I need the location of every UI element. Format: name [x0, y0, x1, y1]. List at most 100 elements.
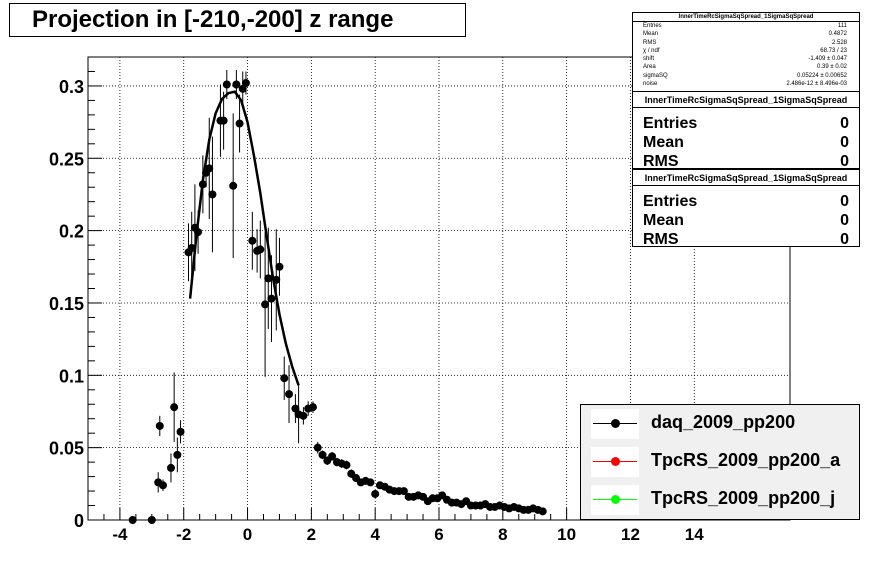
- x-tick-label: -4: [112, 525, 128, 544]
- data-point: [318, 450, 327, 459]
- data-point: [264, 274, 273, 283]
- stats-label: Entries: [643, 193, 698, 210]
- stats-box-title: InnerTimeRcSigmaSqSpread_1SigmaSqSpread: [633, 92, 859, 108]
- legend-marker-icon: [591, 447, 639, 477]
- legend-entry: TpcRS_2009_pp200_a: [589, 447, 859, 477]
- legend-label: TpcRS_2009_pp200_a: [651, 450, 841, 470]
- data-point: [155, 421, 164, 430]
- x-tick-label: 8: [498, 525, 507, 544]
- stats-row: noise 2.486e-12 ± 8.496e-03: [633, 80, 859, 88]
- stats-label: Mean: [643, 212, 684, 229]
- data-point: [235, 119, 244, 128]
- data-point: [219, 116, 228, 125]
- stats-row: χ / ndf 68.73 / 23: [633, 47, 859, 55]
- data-point: [176, 427, 185, 436]
- stats-label: sigmaSQ: [643, 72, 668, 79]
- data-point: [371, 489, 380, 498]
- data-point: [399, 487, 408, 496]
- data-point: [267, 294, 276, 303]
- legend-entry: TpcRS_2009_pp200_j: [589, 485, 859, 515]
- stats-value: 0.39 ± 0.02: [817, 64, 847, 71]
- stats-label: RMS: [643, 231, 679, 248]
- data-point: [248, 236, 257, 245]
- stats-box-a: InnerTimeRcSigmaSqSpread_1SigmaSqSpread …: [632, 91, 860, 171]
- y-tick-label: 0: [74, 511, 84, 531]
- y-tick-label: 0.05: [49, 439, 84, 459]
- stats-value: 0: [840, 153, 849, 170]
- stats-label: RMS: [643, 39, 657, 46]
- stats-row: sigmaSQ 0.05224 ± 0.00652: [633, 72, 859, 80]
- data-point: [366, 478, 375, 487]
- stats-value: 111: [837, 23, 847, 29]
- legend-marker-icon: [591, 409, 639, 439]
- stats-value: 0: [840, 134, 849, 151]
- y-tick-label: 0.15: [49, 294, 84, 314]
- stats-rows: Entries 111 Mean 0.4872 RMS 2.528 χ / ndf 68.73…: [633, 22, 859, 88]
- stats-row: Mean 0: [633, 133, 859, 152]
- chart-title-box: Projection in [-210,-200] z range: [9, 3, 466, 37]
- stats-row: Mean 0.4872: [633, 30, 859, 38]
- x-tick-label: 6: [434, 525, 443, 544]
- legend-label: daq_2009_pp200: [651, 412, 796, 432]
- x-tick-label: 14: [685, 525, 704, 544]
- data-point: [173, 450, 182, 459]
- stats-value: 0: [840, 231, 849, 248]
- stats-row: RMS 0: [633, 152, 859, 171]
- data-point: [275, 262, 284, 271]
- x-tick-label: 0: [243, 525, 252, 544]
- stats-label: Entries: [643, 23, 662, 29]
- stats-box-title: InnerTimeRcSigmaSqSpread_1SigmaSqSpread: [633, 13, 859, 22]
- data-point: [241, 79, 250, 88]
- legend-label: TpcRS_2009_pp200_j: [651, 488, 836, 508]
- stats-row: shift -1.409 ± 0.047: [633, 55, 859, 63]
- data-point: [229, 181, 238, 190]
- x-tick-label: 12: [621, 525, 640, 544]
- y-tick-label: 0.1: [59, 366, 84, 386]
- stats-value: 0.05224 ± 0.00652: [796, 72, 847, 79]
- stats-value: 2.486e-12 ± 8.496e-03: [786, 81, 847, 88]
- data-point: [280, 374, 289, 383]
- data-point: [285, 390, 294, 399]
- stats-box-title: InnerTimeRcSigmaSqSpread_1SigmaSqSpread: [633, 170, 859, 186]
- data-point: [342, 461, 351, 470]
- y-tick-label: 0.3: [59, 77, 84, 97]
- data-point: [308, 403, 317, 412]
- stats-label: shift: [643, 56, 655, 63]
- y-tick-label: 0.2: [59, 222, 84, 242]
- stats-label: χ / ndf: [643, 47, 660, 54]
- stats-value: 0: [840, 212, 849, 229]
- stats-row: Entries 111: [633, 22, 859, 30]
- data-point: [187, 243, 196, 252]
- stats-row: RMS 2.528: [633, 39, 859, 47]
- stats-label: Mean: [643, 31, 659, 38]
- stats-rows: Entries 0 Mean 0 RMS 0: [633, 108, 859, 171]
- stats-value: 0: [840, 115, 849, 132]
- stats-row: Area 0.39 ± 0.02: [633, 63, 859, 71]
- legend-marker-icon: [591, 485, 639, 515]
- stats-value: -1.409 ± 0.047: [808, 56, 847, 63]
- stats-box-fit: InnerTimeRcSigmaSqSpread_1SigmaSqSpread …: [632, 12, 860, 92]
- stats-box-b: InnerTimeRcSigmaSqSpread_1SigmaSqSpread …: [632, 169, 860, 249]
- stats-value: 2.528: [831, 39, 847, 46]
- stats-value: 0: [840, 193, 849, 210]
- chart-title: Projection in [-210,-200] z range: [32, 6, 394, 33]
- data-point: [128, 516, 137, 524]
- legend: daq_2009_pp200 TpcRS_2009_pp200_a TpcRS_20…: [580, 404, 860, 520]
- data-point: [158, 481, 167, 490]
- data-point: [232, 80, 241, 89]
- stats-row: RMS 0: [633, 230, 859, 249]
- x-tick-label: 2: [307, 525, 316, 544]
- x-tick-label: 4: [370, 525, 380, 544]
- stats-label: Entries: [643, 115, 698, 132]
- x-tick-label: -2: [176, 525, 191, 544]
- legend-entry: daq_2009_pp200: [589, 409, 859, 439]
- stats-label: Area: [643, 64, 656, 71]
- data-point: [299, 411, 308, 420]
- data-point: [208, 190, 217, 199]
- stats-label: Mean: [643, 134, 684, 151]
- data-point: [256, 245, 265, 254]
- data-point: [222, 80, 231, 89]
- stats-row: Entries 0: [633, 192, 859, 211]
- data-point: [205, 164, 214, 173]
- stats-rows: Entries 0 Mean 0 RMS 0: [633, 186, 859, 249]
